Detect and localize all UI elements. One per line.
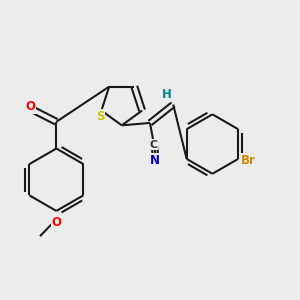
Text: C: C — [149, 140, 158, 150]
Text: O: O — [51, 216, 62, 229]
Text: S: S — [96, 110, 104, 123]
Text: Br: Br — [241, 154, 256, 167]
Text: H: H — [162, 88, 172, 100]
Text: N: N — [150, 154, 160, 166]
Text: O: O — [26, 100, 35, 113]
